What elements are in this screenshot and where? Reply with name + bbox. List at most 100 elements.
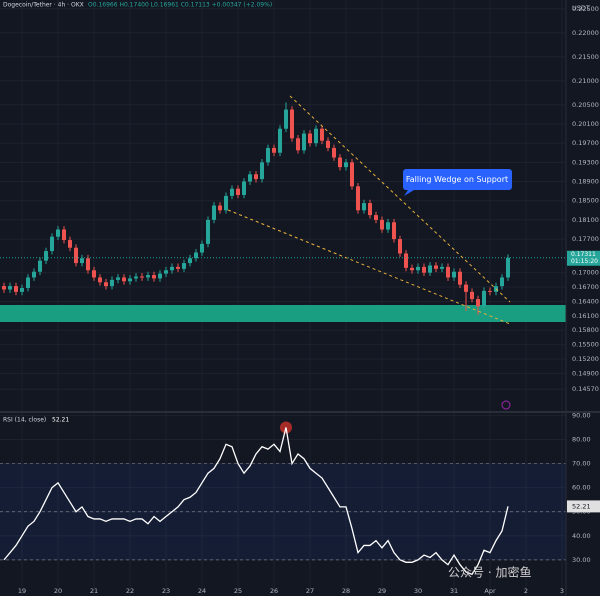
candle-body bbox=[332, 147, 336, 158]
y-tick-label: 0.21000 bbox=[572, 77, 599, 85]
candle-body bbox=[374, 215, 378, 220]
rsi-line bbox=[3, 427, 509, 576]
candle-body bbox=[440, 266, 444, 269]
candle-body bbox=[128, 278, 132, 282]
candle-body bbox=[380, 219, 384, 230]
candle-body bbox=[368, 203, 372, 216]
candle-body bbox=[158, 273, 162, 279]
rsi-value: 52.21 bbox=[52, 417, 69, 424]
candle-body bbox=[464, 284, 468, 292]
candle-body bbox=[182, 263, 186, 269]
candle-body bbox=[326, 140, 330, 148]
x-tick-label: 19 bbox=[18, 587, 26, 595]
candle-body bbox=[218, 205, 222, 211]
y-tick-label: 0.17700 bbox=[572, 235, 599, 243]
candle-body bbox=[488, 290, 492, 292]
annotation-pointer bbox=[404, 190, 414, 196]
candle-body bbox=[92, 270, 96, 278]
candle-body bbox=[290, 109, 294, 139]
candle-body bbox=[86, 258, 90, 271]
candle-body bbox=[146, 275, 150, 278]
candle-body bbox=[392, 222, 396, 240]
candle-body bbox=[344, 162, 348, 168]
last-price-label: 0.17311 bbox=[571, 251, 596, 258]
candle-body bbox=[110, 279, 114, 287]
x-tick-label: 25 bbox=[234, 587, 242, 595]
y-tick-label: 0.15200 bbox=[572, 355, 599, 363]
y-tick-label: 0.18500 bbox=[572, 197, 599, 205]
y-tick-label: 0.20500 bbox=[572, 101, 599, 109]
candle-body bbox=[434, 265, 438, 269]
candle-body bbox=[122, 277, 126, 282]
x-tick-label: 31 bbox=[450, 587, 458, 595]
x-tick-label: 20 bbox=[54, 587, 62, 595]
y-tick-label: 80.00 bbox=[572, 435, 591, 443]
candle-body bbox=[476, 299, 480, 307]
y-tick-label: 0.22000 bbox=[572, 29, 599, 37]
rsi-last-box bbox=[567, 500, 600, 513]
candle-body bbox=[62, 229, 66, 241]
candle-body bbox=[500, 277, 504, 287]
candle-body bbox=[470, 291, 474, 300]
candle-body bbox=[482, 290, 486, 307]
y-tick-label: 90.00 bbox=[572, 411, 591, 419]
candle-body bbox=[236, 188, 240, 195]
candle-body bbox=[164, 270, 168, 274]
annotation-box bbox=[403, 169, 512, 190]
candle-body bbox=[254, 174, 258, 180]
x-tick-label: 3 bbox=[560, 587, 564, 595]
candle-body bbox=[224, 195, 228, 211]
y-tick-label: 30.00 bbox=[572, 556, 591, 564]
candle-body bbox=[194, 252, 198, 259]
candle-body bbox=[140, 276, 144, 278]
candle-body bbox=[320, 128, 324, 141]
y-tick-label: 40.00 bbox=[572, 532, 591, 540]
x-tick-label: 26 bbox=[270, 587, 278, 595]
candle-body bbox=[428, 265, 432, 273]
x-tick-label: 2 bbox=[524, 587, 528, 595]
ohlc-legend: O0.16966 H0.17400 L0.16961 C0.17113 +0.0… bbox=[88, 2, 272, 9]
candle-body bbox=[452, 271, 456, 278]
candle-body bbox=[188, 258, 192, 264]
candle-body bbox=[104, 282, 108, 287]
y-tick-label: 0.22500 bbox=[572, 5, 599, 13]
annotation: Falling Wedge on Support bbox=[406, 175, 508, 184]
candle-body bbox=[152, 275, 156, 279]
candle-body bbox=[200, 243, 204, 253]
y-tick-label: 0.17000 bbox=[572, 269, 599, 277]
currency: USDT bbox=[572, 4, 590, 12]
watermark: 公众号 · 加密鱼 bbox=[448, 565, 531, 580]
y-tick-label: 0.21500 bbox=[572, 53, 599, 61]
candle-body bbox=[26, 277, 30, 289]
candle-body bbox=[446, 266, 450, 278]
x-tick-label: 29 bbox=[378, 587, 386, 595]
x-tick-label: 21 bbox=[90, 587, 98, 595]
wedge-upper bbox=[289, 95, 511, 303]
rsi-title: RSI (14, close) bbox=[3, 417, 46, 424]
candle-body bbox=[284, 109, 288, 129]
candle-body bbox=[308, 133, 312, 144]
y-tick-label: 0.18900 bbox=[572, 178, 599, 186]
countdown: 01:15:20 bbox=[571, 258, 598, 265]
candle-body bbox=[44, 251, 48, 261]
candle-body bbox=[230, 188, 234, 196]
candle-body bbox=[80, 258, 84, 264]
x-tick-label: 27 bbox=[306, 587, 314, 595]
event-icon bbox=[501, 400, 511, 410]
y-tick-label: 0.16400 bbox=[572, 297, 599, 305]
candle-body bbox=[362, 203, 366, 211]
candle-body bbox=[266, 147, 270, 163]
x-tick-label: 28 bbox=[342, 587, 350, 595]
y-tick-label: 60.00 bbox=[572, 484, 591, 492]
last-price-box bbox=[567, 250, 600, 266]
candle-body bbox=[302, 133, 306, 151]
candle-body bbox=[206, 219, 210, 244]
candle-body bbox=[356, 186, 360, 211]
candle-body bbox=[116, 277, 120, 280]
y-tick-label: 0.15500 bbox=[572, 341, 599, 349]
candle-body bbox=[176, 266, 180, 269]
y-tick-label: 0.19300 bbox=[572, 158, 599, 166]
x-tick-label: 30 bbox=[414, 587, 422, 595]
candle-body bbox=[98, 277, 102, 283]
